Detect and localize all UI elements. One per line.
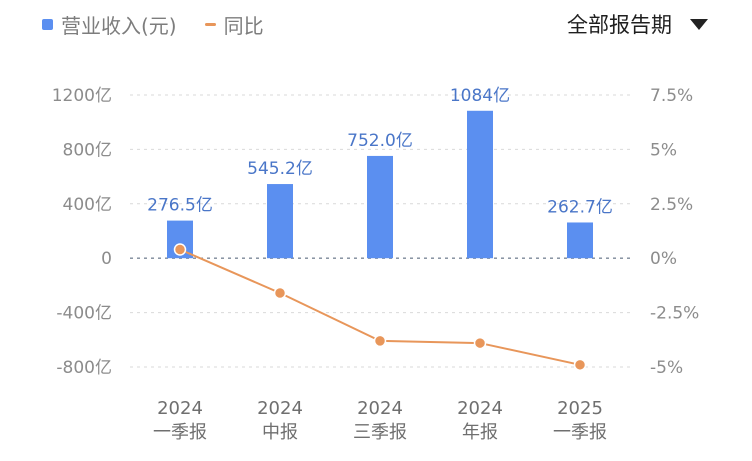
left-axis-tick-label: 1200亿 — [52, 86, 112, 106]
bar-value-label: 262.7亿 — [547, 197, 613, 217]
yoy-point — [173, 243, 187, 256]
bar-value-label: 752.0亿 — [347, 131, 413, 151]
revenue-bar — [267, 184, 293, 259]
x-axis-year-label: 2024 — [357, 398, 403, 419]
left-axis-tick-label: 800亿 — [63, 140, 112, 160]
yoy-point — [373, 334, 387, 348]
revenue-bar — [367, 155, 393, 259]
legend-bar-swatch — [42, 19, 53, 30]
legend-item-revenue[interactable]: 营业收入(元) — [42, 10, 177, 39]
bar-value-label: 276.5亿 — [147, 196, 213, 216]
x-axis-year-label: 2024 — [457, 398, 503, 419]
x-axis-period-label: 年报 — [462, 422, 498, 443]
x-axis-year-label: 2025 — [557, 398, 603, 419]
left-axis-tick-label: 400亿 — [63, 195, 112, 215]
legend-yoy-label: 同比 — [223, 14, 264, 38]
yoy-point — [273, 286, 287, 300]
yoy-point — [573, 358, 587, 372]
revenue-bar — [467, 110, 493, 259]
x-axis-year-label: 2024 — [157, 398, 203, 419]
yoy-point — [473, 336, 487, 350]
x-axis-period-label: 一季报 — [153, 422, 207, 443]
bar-value-label: 545.2亿 — [247, 159, 313, 179]
chevron-down-icon — [690, 18, 708, 30]
left-axis-tick-label: -800亿 — [56, 358, 112, 378]
right-axis-tick-label: -5% — [650, 358, 683, 378]
right-axis-tick-label: 5% — [650, 140, 677, 160]
bar-value-label: 1084亿 — [450, 86, 510, 106]
x-axis-period-label: 三季报 — [353, 422, 407, 443]
right-axis-tick-label: 0% — [650, 249, 677, 269]
yoy-line — [179, 248, 581, 366]
left-axis-tick-label: -400亿 — [56, 304, 112, 324]
left-axis-tick-label: 0 — [101, 249, 112, 269]
legend-item-yoy[interactable]: 同比 — [191, 10, 264, 39]
chart-legend: 营业收入(元) 同比 — [42, 10, 264, 39]
x-axis-period-label: 一季报 — [553, 422, 607, 443]
legend-line-swatch — [204, 23, 216, 26]
x-axis-year-label: 2024 — [257, 398, 303, 419]
right-axis-tick-label: 2.5% — [650, 195, 693, 215]
revenue-bar — [567, 222, 593, 259]
legend-revenue-label: 营业收入(元) — [61, 14, 177, 38]
period-selector-label: 全部报告期 — [567, 13, 672, 37]
period-selector[interactable]: 全部报告期 — [567, 9, 708, 39]
right-axis-tick-label: 7.5% — [650, 86, 693, 106]
right-axis-tick-label: -2.5% — [650, 304, 699, 324]
x-axis-period-label: 中报 — [262, 422, 298, 443]
